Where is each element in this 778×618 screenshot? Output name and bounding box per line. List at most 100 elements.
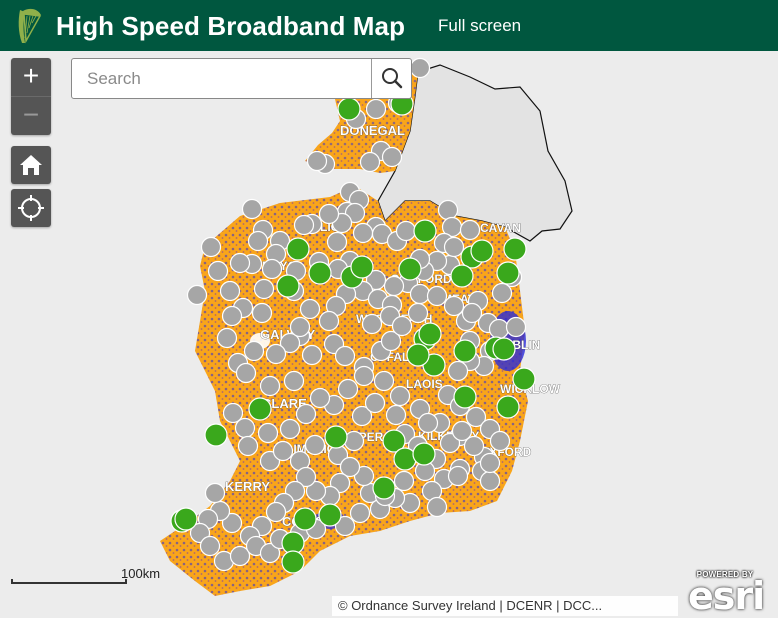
broadband-marker-grey[interactable] [257, 422, 279, 444]
broadband-marker-grey[interactable] [243, 340, 265, 362]
zoom-in-button[interactable]: + [22, 60, 40, 91]
broadband-marker-green[interactable] [406, 343, 430, 367]
broadband-marker-green[interactable] [393, 447, 417, 471]
locate-button[interactable] [11, 189, 51, 227]
broadband-marker-grey[interactable] [318, 203, 340, 225]
broadband-marker-grey[interactable] [259, 542, 281, 564]
broadband-marker-grey[interactable] [253, 278, 275, 300]
broadband-marker-grey[interactable] [479, 470, 501, 492]
broadband-marker-grey[interactable] [447, 465, 469, 487]
esri-logo[interactable]: POWERED BY esri [686, 570, 766, 618]
broadband-marker-grey[interactable] [293, 214, 315, 236]
broadband-marker-grey[interactable] [364, 392, 386, 414]
broadband-marker-green[interactable] [337, 97, 361, 121]
broadband-marker-green[interactable] [318, 503, 342, 527]
broadband-marker-grey[interactable] [222, 402, 244, 424]
broadband-marker-grey[interactable] [385, 404, 407, 426]
broadband-marker-green[interactable] [204, 423, 228, 447]
broadband-marker-grey[interactable] [489, 430, 511, 452]
broadband-marker-grey[interactable] [247, 230, 269, 252]
broadband-marker-grey[interactable] [299, 298, 321, 320]
broadband-marker-grey[interactable] [439, 432, 461, 454]
broadband-marker-grey[interactable] [426, 496, 448, 518]
broadband-marker-grey[interactable] [265, 501, 287, 523]
broadband-marker-grey[interactable] [373, 370, 395, 392]
broadband-marker-grey[interactable] [339, 456, 361, 478]
broadband-marker-green[interactable] [248, 397, 272, 421]
broadband-marker-grey[interactable] [443, 236, 465, 258]
broadband-marker-grey[interactable] [479, 452, 501, 474]
broadband-marker-grey[interactable] [352, 222, 374, 244]
broadband-marker-grey[interactable] [186, 284, 208, 306]
broadband-marker-green[interactable] [174, 507, 198, 531]
broadband-marker-green[interactable] [286, 237, 310, 261]
broadband-marker-grey[interactable] [491, 282, 513, 304]
broadband-marker-green[interactable] [470, 239, 494, 263]
broadband-marker-grey[interactable] [241, 198, 263, 220]
broadband-marker-grey[interactable] [207, 260, 229, 282]
broadband-marker-green[interactable] [324, 425, 348, 449]
broadband-marker-grey[interactable] [251, 302, 273, 324]
map-attribution[interactable]: © Ordnance Survey Ireland | DCENR | DCC.… [332, 596, 678, 616]
broadband-marker-grey[interactable] [488, 318, 510, 340]
broadband-marker-green[interactable] [350, 255, 374, 279]
broadband-marker-green[interactable] [503, 237, 527, 261]
broadband-marker-grey[interactable] [393, 470, 415, 492]
broadband-marker-grey[interactable] [200, 236, 222, 258]
broadband-marker-grey[interactable] [304, 434, 326, 456]
broadband-marker-grey[interactable] [216, 327, 238, 349]
broadband-marker-grey[interactable] [349, 502, 371, 524]
broadband-marker-grey[interactable] [272, 440, 294, 462]
broadband-marker-grey[interactable] [199, 535, 221, 557]
broadband-marker-grey[interactable] [395, 220, 417, 242]
broadband-marker-green[interactable] [453, 339, 477, 363]
broadband-marker-grey[interactable] [326, 231, 348, 253]
broadband-marker-grey[interactable] [381, 146, 403, 168]
broadband-marker-green[interactable] [276, 274, 300, 298]
broadband-marker-grey[interactable] [389, 385, 411, 407]
broadband-marker-grey[interactable] [289, 316, 311, 338]
broadband-marker-green[interactable] [413, 219, 437, 243]
broadband-marker-grey[interactable] [229, 252, 251, 274]
broadband-marker-green[interactable] [453, 385, 477, 409]
broadband-marker-grey[interactable] [409, 283, 431, 305]
home-button[interactable] [11, 146, 51, 184]
broadband-marker-grey[interactable] [426, 285, 448, 307]
broadband-marker-grey[interactable] [265, 343, 287, 365]
broadband-marker-grey[interactable] [283, 370, 305, 392]
broadband-marker-green[interactable] [398, 257, 422, 281]
broadband-marker-green[interactable] [412, 442, 436, 466]
broadband-marker-grey[interactable] [221, 512, 243, 534]
broadband-marker-grey[interactable] [380, 330, 402, 352]
broadband-marker-grey[interactable] [505, 316, 527, 338]
broadband-marker-green[interactable] [281, 550, 305, 574]
broadband-marker-grey[interactable] [301, 344, 323, 366]
broadband-marker-grey[interactable] [407, 302, 429, 324]
broadband-marker-grey[interactable] [237, 435, 259, 457]
broadband-marker-green[interactable] [308, 261, 332, 285]
broadband-marker-grey[interactable] [204, 482, 226, 504]
broadband-marker-grey[interactable] [383, 275, 405, 297]
broadband-marker-grey[interactable] [459, 219, 481, 241]
map-view[interactable]: DONEGAL CAVAN SLIGO MAYO LONGFORD MEATH … [0, 51, 778, 618]
broadband-marker-grey[interactable] [451, 420, 473, 442]
broadband-marker-green[interactable] [496, 261, 520, 285]
full-screen-button[interactable]: Full screen [438, 16, 522, 35]
broadband-marker-grey[interactable] [295, 466, 317, 488]
broadband-marker-green[interactable] [450, 264, 474, 288]
broadband-marker-grey[interactable] [279, 332, 301, 354]
broadband-marker-grey[interactable] [465, 406, 487, 428]
broadband-marker-grey[interactable] [295, 403, 317, 425]
broadband-marker-grey[interactable] [334, 345, 356, 367]
broadband-marker-grey[interactable] [409, 57, 431, 79]
broadband-marker-grey[interactable] [463, 435, 485, 457]
broadband-marker-grey[interactable] [309, 387, 331, 409]
broadband-marker-grey[interactable] [365, 98, 387, 120]
broadband-marker-grey[interactable] [391, 315, 413, 337]
broadband-marker-green[interactable] [492, 337, 516, 361]
broadband-marker-grey[interactable] [353, 365, 375, 387]
broadband-marker-grey[interactable] [447, 360, 469, 382]
search-input[interactable] [73, 60, 368, 97]
broadband-marker-grey[interactable] [305, 480, 327, 502]
broadband-marker-grey[interactable] [306, 150, 328, 172]
